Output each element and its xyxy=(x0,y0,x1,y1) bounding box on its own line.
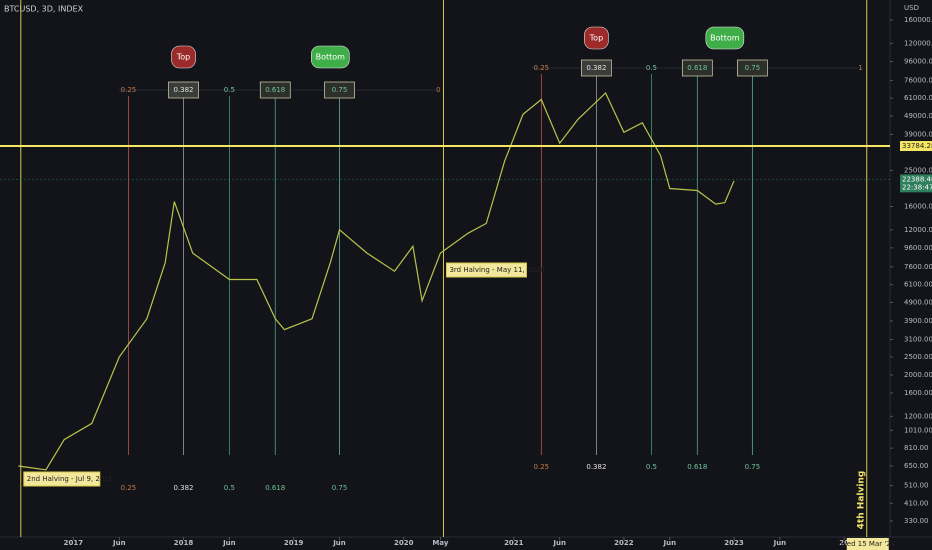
halving-label: 2nd Halving - Jul 9, 2016 xyxy=(27,475,114,483)
fib-bottom-label: 0.25 xyxy=(121,484,137,492)
fib-bottom-label: 0.5 xyxy=(646,463,657,471)
x-tick-label: Jun xyxy=(112,539,126,547)
price-line xyxy=(18,91,735,471)
fib-bottom-label: 0.25 xyxy=(534,463,550,471)
fib-top-label: 0.5 xyxy=(646,64,657,72)
fib-label-box xyxy=(324,81,355,99)
x-tick-label: 2021 xyxy=(504,539,524,547)
fib-top-label: 0.75 xyxy=(332,86,348,94)
x-tick-label: Jun xyxy=(663,539,677,547)
x-tick-label: 2019 xyxy=(284,539,304,547)
x-tick-label: 2017 xyxy=(64,539,84,547)
y-tick-label: 510.00 xyxy=(904,482,929,490)
y-tick-label: 61000.00 xyxy=(904,94,932,102)
callout-bubble xyxy=(705,26,745,50)
x-tick-label: 2020 xyxy=(394,539,414,547)
halving-label-box xyxy=(445,262,527,278)
fib-label-box xyxy=(259,81,291,99)
y-tick-label: 3100.00 xyxy=(904,335,932,343)
y-tick-label: 6100.00 xyxy=(904,281,932,289)
fib-label-box xyxy=(168,81,199,99)
y-tick-label: 96000.00 xyxy=(904,57,932,65)
x-tick-label: Jun xyxy=(773,539,787,547)
y-tick-label: 330.00 xyxy=(904,517,929,525)
fib-bottom-label: 0.382 xyxy=(173,484,193,492)
x-tick-label: 2022 xyxy=(614,539,634,547)
x-tick-label: 2023 xyxy=(724,539,744,547)
y-tick-label: 25000.00 xyxy=(904,166,932,174)
axis-unit: USD xyxy=(904,4,919,12)
price-level-label: 22388.46 xyxy=(902,175,932,183)
callout-bubble xyxy=(311,45,350,69)
y-tick-label: 9600.00 xyxy=(904,244,932,252)
callout-label: Bottom xyxy=(710,34,740,43)
fib-bottom-label: 0.618 xyxy=(687,463,707,471)
y-tick-label: 650.00 xyxy=(904,462,929,470)
y-tick-label: 1600.00 xyxy=(904,389,932,397)
callout-label: Bottom xyxy=(316,53,346,62)
halving-label-box xyxy=(23,471,101,487)
fib-bottom-label: 0.382 xyxy=(586,463,606,471)
price-axis xyxy=(890,0,932,550)
y-tick-label: 76000.00 xyxy=(904,76,932,84)
x-tick-label: Jun xyxy=(222,539,236,547)
halving-label: 4th Halving xyxy=(856,471,866,530)
fib-top-label: 0.25 xyxy=(121,86,137,94)
fib-bottom-label: 0.75 xyxy=(332,484,348,492)
fib-top-label: 0.618 xyxy=(265,86,285,94)
fib-top-label: 0.382 xyxy=(173,86,193,94)
x-tick-label: Jun xyxy=(552,539,566,547)
y-tick-label: 16000.00 xyxy=(904,203,932,211)
price-level-box xyxy=(900,141,932,152)
y-tick-label: 12000.00 xyxy=(904,226,932,234)
y-tick-label: 2000.00 xyxy=(904,371,932,379)
fib-label-box xyxy=(737,59,768,77)
callout-label: Top xyxy=(589,34,604,43)
y-tick-label: 4900.00 xyxy=(904,298,932,306)
y-tick-label: 810.00 xyxy=(904,444,929,452)
fib-label-box xyxy=(581,59,612,77)
fib-top-label: 0.25 xyxy=(534,64,550,72)
fib-top-label: 0.382 xyxy=(586,64,606,72)
x-tick-label: May xyxy=(432,539,448,547)
fib-bottom-label: 0.5 xyxy=(224,484,235,492)
cursor-date-label: Wed 15 Mar '24 xyxy=(840,540,895,548)
y-tick-label: 120000.00 xyxy=(904,39,932,47)
callout-label: Top xyxy=(176,53,191,62)
x-tick-label: Jun xyxy=(332,539,346,547)
fib-label-box xyxy=(681,59,713,77)
callout-bubble xyxy=(171,45,196,69)
halving-label: 3rd Halving - May 11, 2020 xyxy=(449,266,544,274)
chart-title: BTCUSD, 3D, INDEX xyxy=(4,5,84,14)
fib-top-label: 0.75 xyxy=(745,64,761,72)
y-tick-label: 3900.00 xyxy=(904,317,932,325)
x-tick-label: 2018 xyxy=(174,539,194,547)
y-tick-label: 49000.00 xyxy=(904,112,932,120)
y-tick-label: 2500.00 xyxy=(904,353,932,361)
fib-top-label: 0.5 xyxy=(224,86,235,94)
fib-bottom-label: 0.75 xyxy=(745,463,761,471)
fib-top-label: 0.618 xyxy=(687,64,707,72)
y-tick-label: 410.00 xyxy=(904,499,929,507)
callout-bubble xyxy=(584,26,609,50)
price-level-box xyxy=(900,174,932,193)
y-tick-label: 1200.00 xyxy=(904,412,932,420)
y-tick-label: 1010.00 xyxy=(904,426,932,434)
x-tick-label: 20 xyxy=(839,539,849,547)
y-tick-label: 7600.00 xyxy=(904,263,932,271)
price-level-label: 33784.28 xyxy=(902,142,932,150)
y-tick-label: 160000.00 xyxy=(904,16,932,24)
fib-bottom-label: 0.618 xyxy=(265,484,285,492)
countdown-label: 22:38:47 xyxy=(902,183,932,191)
cursor-date-box xyxy=(846,538,889,550)
y-tick-label: 39000.00 xyxy=(904,130,932,138)
